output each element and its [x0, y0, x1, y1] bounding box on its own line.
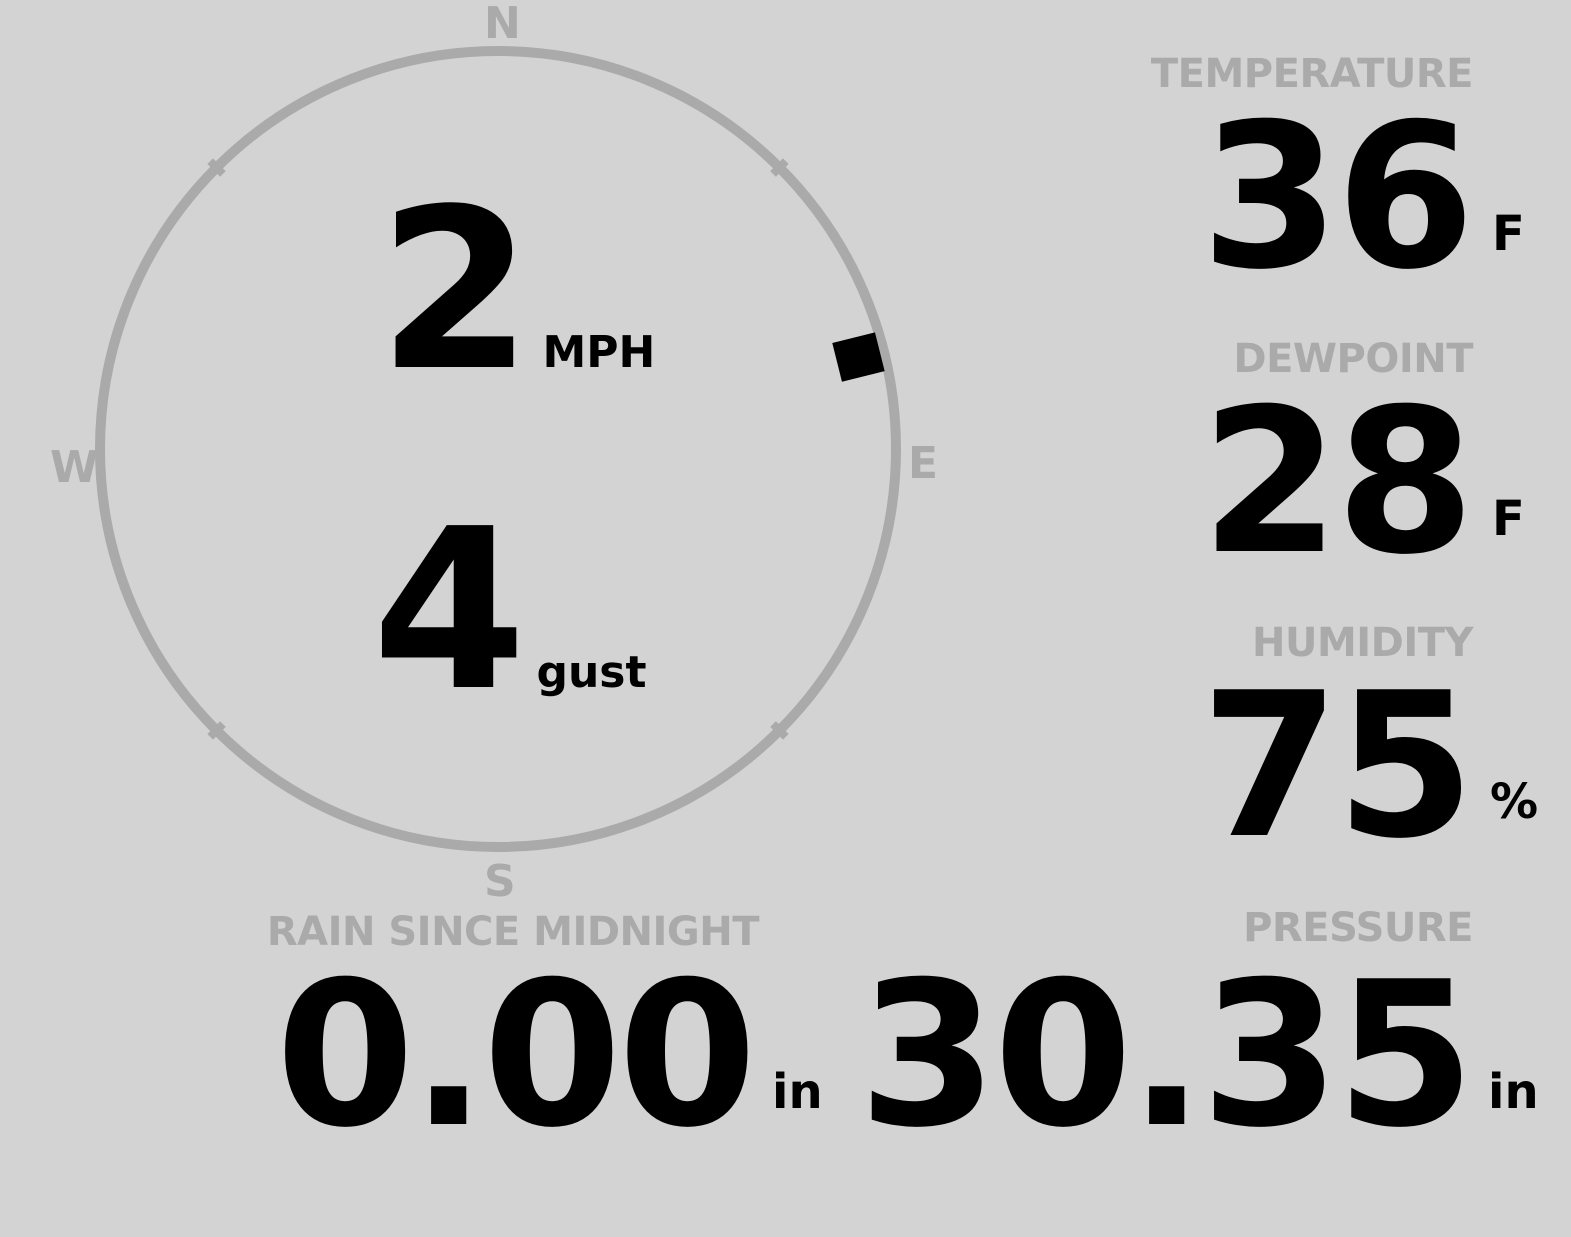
temperature-label: TEMPERATURE	[1150, 51, 1474, 97]
compass-tick	[207, 158, 226, 177]
compass-s: S	[484, 856, 516, 907]
wind-speed: 2 MPH	[378, 180, 655, 402]
dewpoint-label: DEWPOINT	[1233, 336, 1473, 382]
rain-label: RAIN SINCE MIDNIGHT	[266, 909, 760, 955]
compass-ring	[95, 46, 901, 852]
wind-gust: 4 gust	[372, 500, 647, 722]
compass-tick	[207, 721, 226, 740]
wind-compass	[95, 46, 901, 852]
wind-speed-unit: MPH	[542, 327, 656, 378]
pressure-unit: in	[1488, 1064, 1539, 1120]
wind-direction-pointer	[832, 332, 885, 382]
pressure-label: PRESSURE	[1243, 905, 1473, 951]
wind-speed-value: 2	[378, 162, 532, 420]
compass-tick	[770, 721, 789, 740]
humidity-value: 75	[1200, 650, 1475, 883]
dewpoint-value: 28	[1200, 366, 1475, 599]
humidity-unit: %	[1490, 774, 1539, 830]
compass-ticks	[207, 158, 789, 740]
pressure-value: 30.35	[858, 939, 1475, 1172]
compass-tick	[770, 158, 789, 177]
compass-n: N	[484, 0, 521, 49]
compass-e: E	[908, 438, 939, 489]
temperature-value: 36	[1200, 81, 1475, 314]
humidity-label: HUMIDITY	[1252, 620, 1473, 666]
rain-value: 0.00	[275, 939, 757, 1172]
dewpoint-unit: F	[1492, 491, 1525, 547]
compass-w: W	[50, 442, 99, 493]
rain-unit: in	[772, 1064, 823, 1120]
wind-gust-label: gust	[536, 647, 647, 698]
temperature-unit: F	[1492, 206, 1525, 262]
wind-gust-value: 4	[372, 482, 526, 740]
